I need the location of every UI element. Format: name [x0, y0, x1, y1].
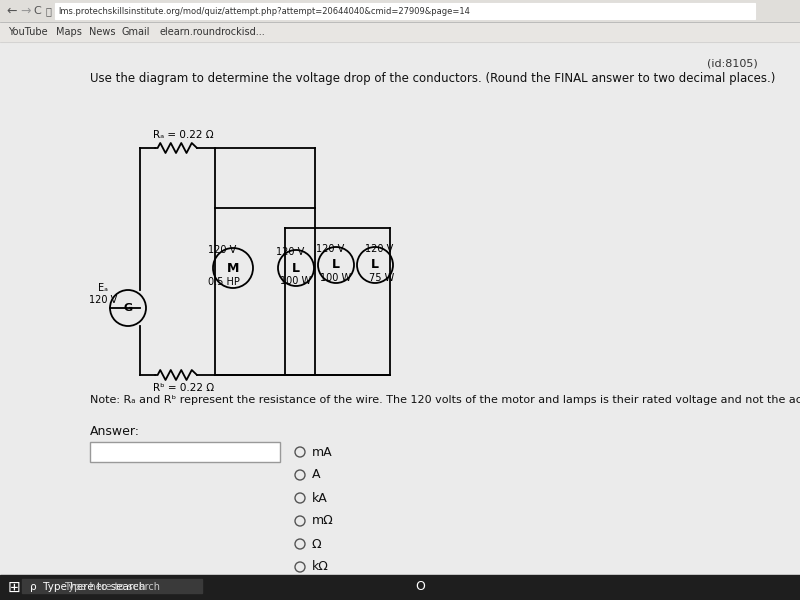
Text: Use the diagram to determine the voltage drop of the conductors. (Round the FINA: Use the diagram to determine the voltage… [90, 72, 775, 85]
Text: C: C [33, 6, 41, 16]
Bar [0, 22, 800, 42]
Text: Gmail: Gmail [122, 27, 150, 37]
Text: 75 W: 75 W [369, 273, 394, 283]
Text: Maps: Maps [56, 27, 82, 37]
Text: L: L [371, 259, 379, 271]
Text: kΩ: kΩ [312, 560, 329, 574]
Text: mA: mA [312, 445, 333, 458]
Text: M: M [227, 262, 239, 275]
Text: G: G [123, 303, 133, 313]
Text: A: A [312, 469, 321, 481]
Text: 120 V: 120 V [208, 245, 236, 255]
Text: ρ  Type here to search: ρ Type here to search [30, 582, 146, 592]
Text: 100 W: 100 W [280, 276, 311, 286]
Text: 🔒: 🔒 [46, 6, 52, 16]
Text: YouTube: YouTube [8, 27, 48, 37]
Text: (id:8105): (id:8105) [707, 58, 758, 68]
Text: L: L [292, 262, 300, 275]
Bar [90, 442, 280, 462]
Text: 0.5 HP: 0.5 HP [208, 277, 240, 287]
Bar [0, 575, 800, 600]
Text: Eₐ: Eₐ [98, 283, 108, 293]
Text: Ω: Ω [312, 538, 322, 551]
Text: elearn.roundrockisd...: elearn.roundrockisd... [160, 27, 266, 37]
Text: kA: kA [312, 491, 328, 505]
Text: L: L [332, 259, 340, 271]
Text: lms.protechskillsinstitute.org/mod/quiz/attempt.php?attempt=20644040&cmid=27909&: lms.protechskillsinstitute.org/mod/quiz/… [58, 7, 470, 16]
Bar [0, 0, 800, 22]
Text: Answer:: Answer: [90, 425, 140, 438]
Text: 120 V: 120 V [365, 244, 394, 254]
Text: 120 V: 120 V [89, 295, 117, 305]
Text: 120 V: 120 V [276, 247, 304, 257]
Text: Rᵇ = 0.22 Ω: Rᵇ = 0.22 Ω [153, 383, 214, 393]
Text: ⊞: ⊞ [8, 580, 21, 595]
Text: mΩ: mΩ [312, 514, 334, 527]
Text: Type here to search: Type here to search [64, 582, 160, 592]
Bar [22, 579, 202, 593]
Text: 120 V: 120 V [316, 244, 344, 254]
Text: 100 W: 100 W [320, 273, 351, 283]
Text: mV: mV [312, 583, 333, 596]
Text: ←: ← [6, 4, 17, 17]
Text: Rₐ = 0.22 Ω: Rₐ = 0.22 Ω [153, 130, 214, 140]
Text: News: News [89, 27, 116, 37]
Text: O: O [415, 581, 425, 593]
Text: Note: Rₐ and Rᵇ represent the resistance of the wire. The 120 volts of the motor: Note: Rₐ and Rᵇ represent the resistance… [90, 395, 800, 405]
Bar [55, 3, 755, 19]
Text: →: → [20, 4, 30, 17]
